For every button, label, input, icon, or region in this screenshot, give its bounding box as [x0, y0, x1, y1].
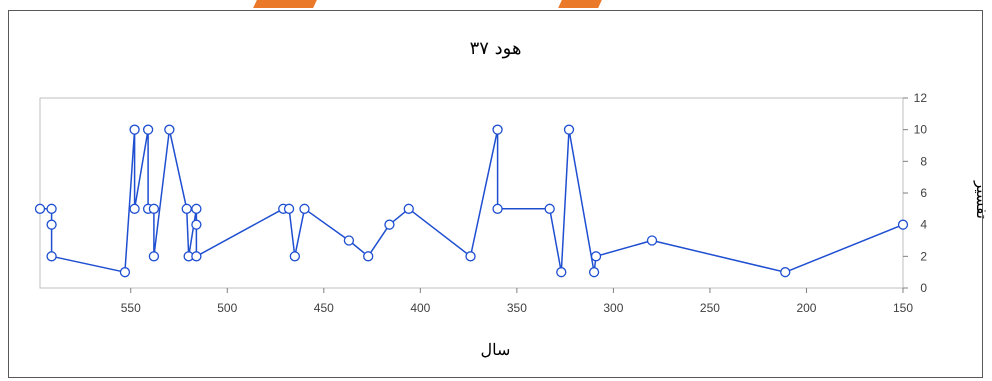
x-tick-label: 450 — [314, 301, 334, 315]
data-point — [34, 203, 46, 214]
data-point — [148, 251, 160, 262]
data-point — [492, 203, 503, 214]
data-point — [363, 251, 374, 262]
data-point — [46, 203, 57, 214]
x-tick-label: 350 — [507, 301, 527, 315]
y-tick-label: 4 — [920, 218, 927, 232]
y-tick-label: 10 — [914, 123, 928, 137]
data-point — [283, 203, 295, 214]
data-point — [544, 203, 555, 214]
y-tick-label: 12 — [914, 91, 928, 105]
data-point — [191, 251, 202, 262]
x-tick-label: 500 — [217, 301, 237, 315]
data-point — [403, 203, 414, 214]
y-tick-label: 8 — [920, 154, 927, 168]
data-point — [465, 251, 476, 262]
data-point — [289, 251, 300, 262]
x-axis-label: سال — [480, 340, 511, 359]
y-tick-label: 0 — [920, 281, 927, 295]
x-tick-label: 400 — [410, 301, 430, 315]
y-tick-label: 6 — [920, 186, 927, 200]
data-point — [590, 251, 602, 262]
data-point — [563, 124, 575, 135]
data-point — [556, 267, 567, 278]
x-tick-label: 250 — [700, 301, 720, 315]
decorative-orange-stroke-1 — [253, 0, 317, 8]
chart-area: هود ۳۷ 0 2 4 6 8 10 12 550 500 450 400 350 300 250 200… — [8, 10, 991, 378]
y-tick-label: 2 — [920, 249, 927, 263]
x-tick-label: 150 — [893, 301, 913, 315]
data-point — [191, 219, 202, 230]
data-point — [181, 203, 192, 214]
data-point — [646, 235, 658, 246]
data-point — [191, 203, 202, 214]
data-point — [343, 235, 355, 246]
data-point — [299, 203, 310, 214]
x-tick-label: 550 — [121, 301, 141, 315]
data-point — [164, 124, 175, 135]
x-tick-label: 200 — [796, 301, 816, 315]
series-line — [40, 128, 904, 273]
data-point — [384, 219, 395, 230]
data-point — [492, 124, 503, 135]
data-point — [46, 219, 57, 230]
data-point — [129, 203, 140, 214]
data-point — [119, 267, 131, 278]
decorative-orange-stroke-2 — [558, 0, 602, 8]
data-point — [46, 251, 57, 262]
data-point — [588, 267, 600, 278]
data-point — [148, 203, 160, 214]
data-point — [129, 124, 140, 135]
chart-title: هود ۳۷ — [469, 38, 522, 59]
data-point — [780, 267, 791, 278]
chart-plot: 0 2 4 6 8 10 12 550 500 450 400 350 300 250 200 150 — [34, 91, 928, 315]
x-tick-label: 300 — [603, 301, 623, 315]
y-axis-label: تفسیر — [973, 181, 991, 219]
data-point — [897, 219, 909, 230]
data-point — [142, 124, 154, 135]
